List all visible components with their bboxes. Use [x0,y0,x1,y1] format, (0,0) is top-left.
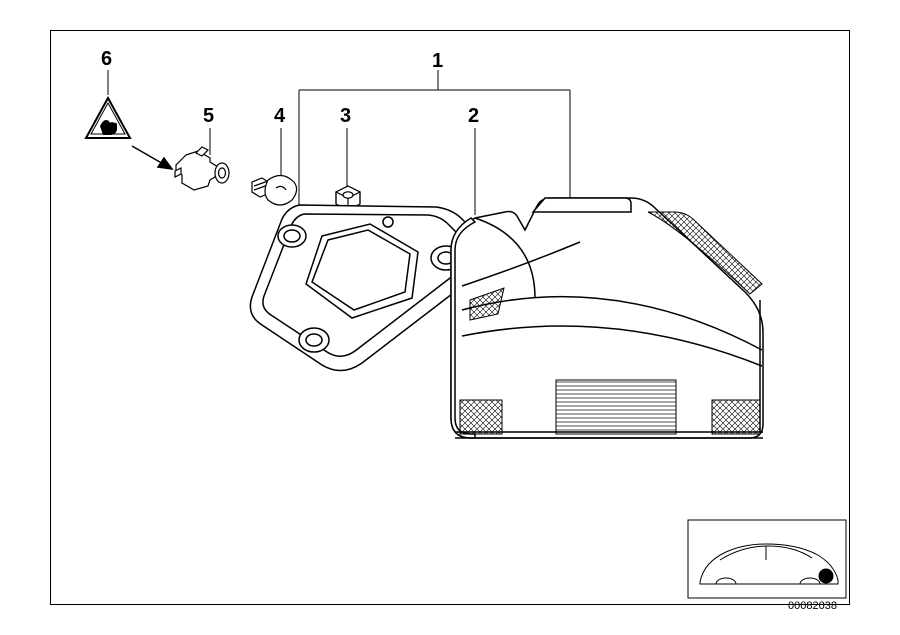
tail-light-lens [451,198,763,438]
callout-4: 4 [274,105,285,128]
bulb [252,175,297,205]
location-inset [688,520,846,598]
callout-5: 5 [203,105,214,128]
assembly-arrow [132,146,172,169]
diagram-id: 00082038 [788,600,837,612]
callout-2: 2 [468,105,479,128]
callout-6: 6 [101,48,112,71]
callout-3: 3 [340,105,351,128]
warning-triangle-icon [86,98,130,138]
diagram-svg [0,0,900,635]
bulb-socket [175,147,229,190]
callout-1: 1 [432,50,443,73]
